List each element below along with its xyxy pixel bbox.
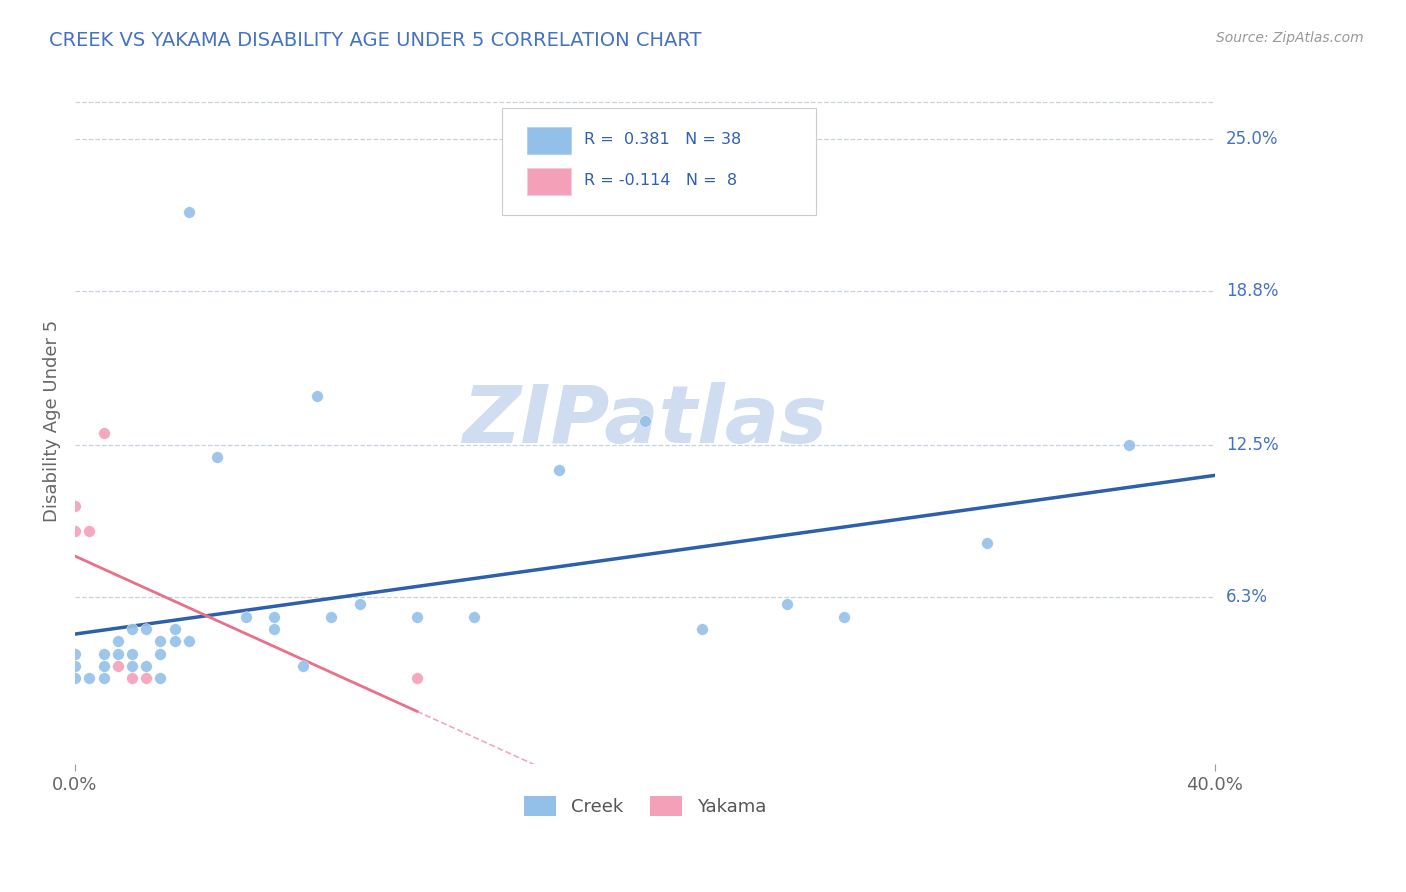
Point bbox=[1118, 438, 1140, 452]
Y-axis label: Disability Age Under 5: Disability Age Under 5 bbox=[44, 319, 60, 522]
Point bbox=[263, 609, 285, 624]
Point bbox=[406, 671, 429, 685]
Point bbox=[149, 671, 172, 685]
Point bbox=[121, 647, 143, 661]
Point bbox=[263, 622, 285, 636]
Text: 18.8%: 18.8% bbox=[1226, 282, 1278, 300]
Point bbox=[690, 622, 713, 636]
Point bbox=[776, 598, 799, 612]
Point bbox=[107, 647, 129, 661]
Point bbox=[121, 658, 143, 673]
Point bbox=[548, 463, 571, 477]
Text: R = -0.114   N =  8: R = -0.114 N = 8 bbox=[585, 173, 738, 188]
Point bbox=[235, 609, 257, 624]
FancyBboxPatch shape bbox=[502, 108, 815, 215]
Text: CREEK VS YAKAMA DISABILITY AGE UNDER 5 CORRELATION CHART: CREEK VS YAKAMA DISABILITY AGE UNDER 5 C… bbox=[49, 31, 702, 50]
Point bbox=[77, 524, 100, 538]
Point bbox=[63, 500, 86, 514]
Text: 6.3%: 6.3% bbox=[1226, 588, 1268, 607]
Point bbox=[834, 609, 856, 624]
Text: 12.5%: 12.5% bbox=[1226, 436, 1278, 454]
Point bbox=[63, 524, 86, 538]
Point bbox=[93, 671, 115, 685]
Point bbox=[121, 622, 143, 636]
Point bbox=[107, 634, 129, 648]
Point bbox=[121, 671, 143, 685]
Point bbox=[976, 536, 998, 550]
Point bbox=[135, 671, 157, 685]
Point bbox=[63, 647, 86, 661]
FancyBboxPatch shape bbox=[527, 127, 571, 154]
Point bbox=[177, 634, 200, 648]
Point bbox=[463, 609, 485, 624]
Point bbox=[93, 658, 115, 673]
Point bbox=[307, 389, 329, 403]
Point bbox=[93, 425, 115, 440]
Point bbox=[107, 658, 129, 673]
Point bbox=[177, 205, 200, 219]
FancyBboxPatch shape bbox=[527, 168, 571, 195]
Text: ZIPatlas: ZIPatlas bbox=[463, 382, 827, 459]
Point bbox=[63, 671, 86, 685]
Point bbox=[321, 609, 343, 624]
Point bbox=[291, 658, 314, 673]
Point bbox=[349, 598, 371, 612]
Point bbox=[149, 634, 172, 648]
Point bbox=[207, 450, 229, 465]
Text: R =  0.381   N = 38: R = 0.381 N = 38 bbox=[585, 132, 742, 146]
Point bbox=[406, 609, 429, 624]
Point bbox=[135, 658, 157, 673]
Legend: Creek, Yakama: Creek, Yakama bbox=[516, 789, 773, 823]
Point bbox=[163, 634, 186, 648]
Point bbox=[149, 647, 172, 661]
Point bbox=[77, 671, 100, 685]
Text: 25.0%: 25.0% bbox=[1226, 129, 1278, 148]
Point bbox=[163, 622, 186, 636]
Point bbox=[63, 658, 86, 673]
Text: Source: ZipAtlas.com: Source: ZipAtlas.com bbox=[1216, 31, 1364, 45]
Point bbox=[135, 622, 157, 636]
Point bbox=[634, 414, 657, 428]
Point bbox=[93, 647, 115, 661]
